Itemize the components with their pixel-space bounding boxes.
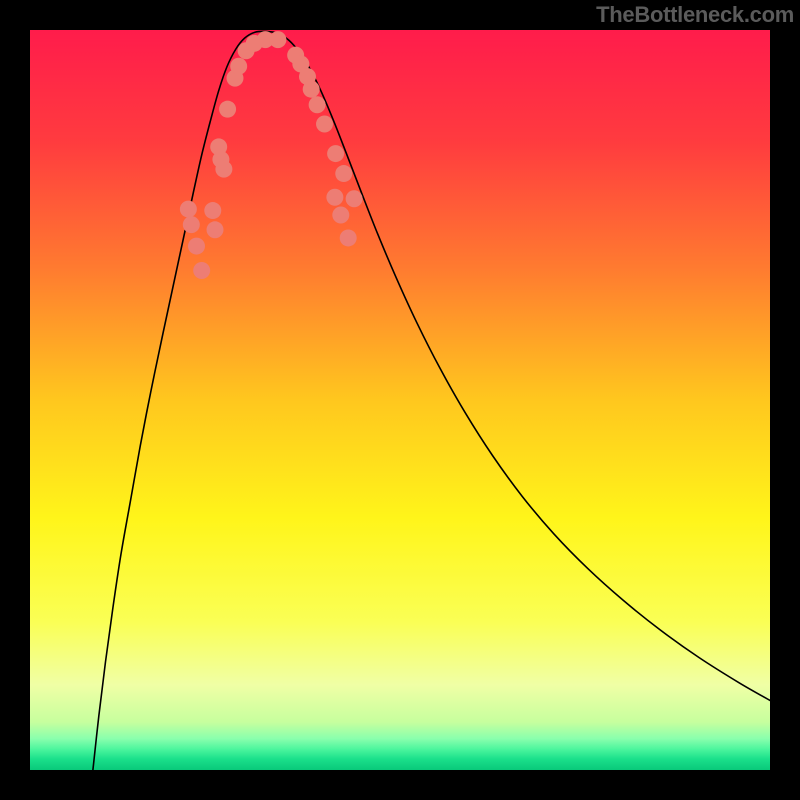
scatter-point [326, 189, 343, 206]
scatter-point [335, 165, 352, 182]
scatter-point [215, 161, 232, 178]
chart-frame: TheBottleneck.com [0, 0, 800, 800]
scatter-point [204, 202, 221, 219]
scatter-point [193, 262, 210, 279]
scatter-point [309, 96, 326, 113]
chart-svg [30, 30, 770, 770]
scatter-point [316, 115, 333, 132]
scatter-point [332, 207, 349, 224]
scatter-point [303, 81, 320, 98]
scatter-point [230, 58, 247, 75]
scatter-point [269, 31, 286, 48]
plot-area [30, 30, 770, 770]
scatter-point [183, 216, 200, 233]
watermark-text: TheBottleneck.com [596, 2, 794, 28]
scatter-point [346, 190, 363, 207]
scatter-point [207, 221, 224, 238]
scatter-point [180, 201, 197, 218]
scatter-point [219, 101, 236, 118]
scatter-point [327, 145, 344, 162]
chart-background [30, 30, 770, 770]
scatter-point [188, 238, 205, 255]
scatter-point [340, 229, 357, 246]
